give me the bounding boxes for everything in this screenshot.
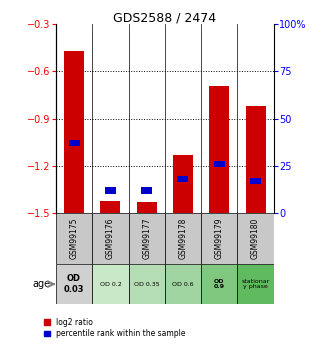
Bar: [64, 51, 84, 213]
Text: GSM99180: GSM99180: [251, 218, 260, 259]
Bar: [214, 161, 225, 167]
Text: OD 0.35: OD 0.35: [134, 282, 160, 287]
Legend: log2 ratio, percentile rank within the sample: log2 ratio, percentile rank within the s…: [41, 315, 188, 341]
Text: OD
0.03: OD 0.03: [64, 274, 84, 294]
Bar: [173, 155, 193, 213]
Bar: [128, 213, 165, 264]
Bar: [246, 106, 266, 213]
Text: GSM99178: GSM99178: [179, 218, 188, 259]
Title: GDS2588 / 2474: GDS2588 / 2474: [113, 11, 216, 24]
Bar: [92, 213, 128, 264]
Bar: [165, 264, 201, 304]
Text: OD 0.2: OD 0.2: [100, 282, 121, 287]
Bar: [56, 264, 92, 304]
Text: OD 0.6: OD 0.6: [172, 282, 194, 287]
Bar: [105, 187, 116, 194]
Bar: [209, 86, 229, 213]
Text: age: age: [32, 279, 50, 289]
Bar: [178, 176, 188, 182]
Text: GSM99175: GSM99175: [70, 218, 79, 259]
Bar: [250, 178, 261, 184]
Bar: [237, 213, 274, 264]
Bar: [137, 202, 157, 213]
Bar: [201, 264, 237, 304]
Bar: [69, 140, 80, 146]
Bar: [201, 213, 237, 264]
Bar: [165, 213, 201, 264]
Bar: [56, 213, 92, 264]
Bar: [128, 264, 165, 304]
Text: OD
0.9: OD 0.9: [214, 279, 225, 289]
Text: GSM99176: GSM99176: [106, 218, 115, 259]
Text: GSM99177: GSM99177: [142, 218, 151, 259]
Text: GSM99179: GSM99179: [215, 218, 224, 259]
Text: stationar
y phase: stationar y phase: [241, 279, 270, 289]
Bar: [92, 264, 128, 304]
Bar: [100, 200, 120, 213]
Bar: [141, 187, 152, 194]
Bar: [237, 264, 274, 304]
